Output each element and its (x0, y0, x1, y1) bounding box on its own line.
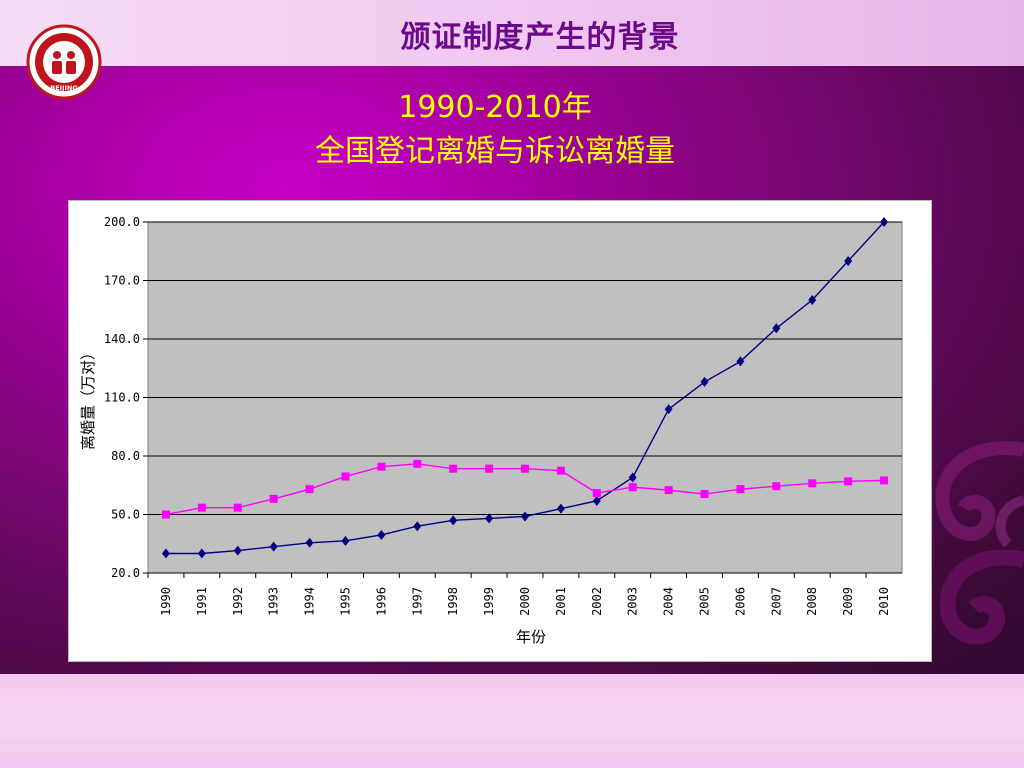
series-1-point-18 (808, 479, 817, 488)
series-1-point-5 (341, 472, 350, 481)
series-0-point-4 (305, 537, 314, 548)
decorative-swirl (935, 441, 1024, 645)
x-tick-label-14: 2004 (662, 587, 676, 616)
x-tick-label-10: 2000 (518, 587, 532, 616)
x-tick-label-9: 1999 (482, 587, 496, 616)
series-0-point-19 (844, 256, 853, 266)
series-0-point-18 (808, 295, 817, 305)
series-1-point-19 (844, 477, 853, 486)
series-1-point-1 (197, 503, 206, 512)
subtitle-years: 1990-2010年 (398, 90, 592, 125)
series-0-point-15 (700, 376, 709, 387)
series-1-point-16 (736, 485, 745, 494)
series-0-point-7 (413, 521, 422, 532)
header-band (0, 0, 1024, 66)
x-tick-label-6: 1996 (374, 587, 388, 616)
series-0-point-20 (880, 217, 889, 227)
x-tick-label-16: 2006 (733, 587, 747, 616)
y-tick-label-2: 80.0 (111, 449, 140, 463)
series-1-point-13 (628, 483, 637, 492)
series-0-point-13 (628, 472, 637, 483)
x-tick-label-11: 2001 (554, 587, 568, 616)
x-tick-label-20: 2010 (877, 587, 891, 616)
series-0-point-10 (521, 511, 529, 522)
x-tick-label-3: 1993 (267, 587, 281, 616)
series-1-point-14 (664, 486, 673, 495)
page-title: 颁证制度产生的背景 (400, 20, 680, 55)
series-1-point-17 (772, 482, 781, 491)
x-tick-label-7: 1997 (410, 587, 424, 616)
x-tick-label-4: 1994 (303, 587, 317, 616)
x-tick-label-2: 1992 (231, 587, 245, 616)
x-tick-label-5: 1995 (338, 587, 352, 616)
line-chart: 20.0 50.0 80.0 110.0 140.0 170.0 200.0 1990 1991… (79, 215, 903, 646)
y-tick-label-0: 20.0 (111, 566, 140, 580)
x-axis-title: 年份 (516, 628, 546, 646)
series-0-point-14 (664, 404, 673, 415)
series-0-point-2 (233, 545, 242, 556)
footer-band (0, 674, 1024, 768)
subtitle-description: 全国登记离婚与诉讼离婚量 (315, 134, 675, 169)
y-tick-label-5: 170.0 (104, 274, 140, 288)
series-0-point-9 (485, 513, 494, 524)
series-1-point-0 (161, 510, 170, 519)
series-1-point-6 (377, 462, 386, 471)
series-0-point-11 (556, 503, 565, 514)
series-1-point-8 (449, 464, 458, 473)
series-1-point-2 (233, 503, 242, 512)
y-axis-title: 离婚量（万对） (79, 345, 97, 450)
series-1-point-9 (485, 464, 494, 473)
y-tick-label-3: 110.0 (104, 391, 140, 405)
x-tick-label-19: 2009 (841, 587, 855, 616)
beijing-logo: BEIJING (26, 24, 102, 100)
x-tick-label-18: 2008 (805, 587, 819, 616)
series-0-point-12 (592, 495, 601, 506)
series-0-point-1 (197, 548, 206, 559)
series-0-point-16 (736, 356, 745, 367)
series-0-point-8 (449, 515, 458, 526)
chart-subtitle: 1990-2010年 全国登记离婚与诉讼离婚量 (0, 86, 990, 174)
series-1-point-7 (413, 459, 422, 468)
series-0-point-0 (161, 548, 170, 559)
x-tick-label-13: 2003 (626, 587, 640, 616)
x-tick-label-1: 1991 (195, 587, 209, 616)
y-tick-label-6: 200.0 (104, 215, 140, 229)
y-tick-label-4: 140.0 (104, 332, 140, 346)
series-0-point-6 (377, 529, 386, 540)
series-1-point-20 (880, 476, 889, 485)
y-tick-label-1: 50.0 (111, 508, 140, 522)
x-tick-label-17: 2007 (769, 587, 783, 616)
series-0-point-5 (341, 535, 350, 546)
logo-text: BEIJING (50, 84, 77, 92)
series-1-point-4 (305, 485, 314, 494)
x-tick-label-0: 1990 (159, 587, 173, 616)
x-tick-label-15: 2005 (698, 587, 712, 616)
series-1-point-12 (592, 489, 601, 498)
series-1-point-11 (556, 466, 565, 475)
series-1-point-3 (269, 494, 278, 503)
series-0-point-17 (772, 323, 781, 334)
series-1-point-10 (521, 464, 529, 473)
chart-container: 20.0 50.0 80.0 110.0 140.0 170.0 200.0 1990 1991… (68, 200, 932, 662)
series-1-point-15 (700, 490, 709, 499)
x-tick-label-12: 2002 (590, 587, 604, 616)
x-tick-label-8: 1998 (446, 587, 460, 616)
series-0-point-3 (269, 541, 278, 552)
